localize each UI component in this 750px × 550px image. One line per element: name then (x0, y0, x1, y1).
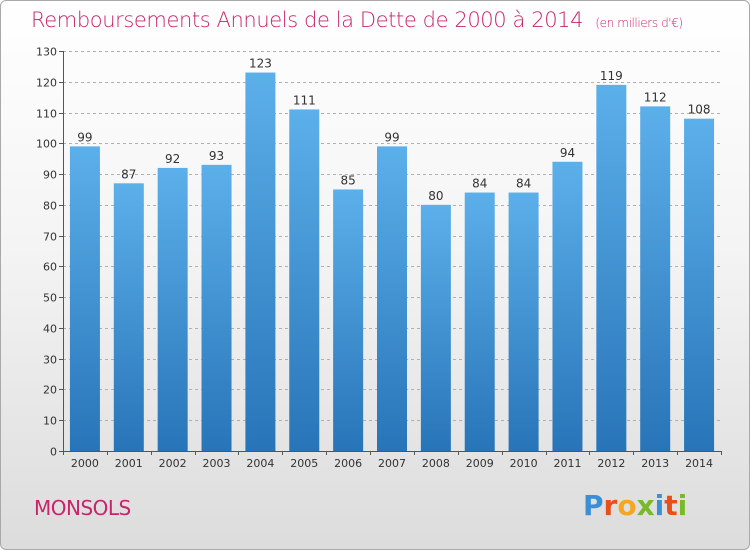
y-tick-label: 20 (43, 384, 57, 397)
bar-2009 (464, 192, 495, 452)
y-tick-label: 130 (36, 46, 57, 59)
axes: 0 10 20 30 40 50 60 70 80 90 100 110 120 130 2000 2001 2… (36, 46, 722, 470)
y-tick-label: 70 (43, 231, 57, 244)
x-tick-label: 2013 (641, 457, 669, 470)
commune-name: MONSOLS (34, 496, 131, 520)
x-tick-label: 2012 (597, 457, 625, 470)
bar-2007 (377, 146, 407, 451)
logo-letter: i (677, 489, 688, 522)
x-tick-label: 2000 (71, 457, 99, 470)
bar-2011 (552, 161, 583, 451)
chart-unit-label: (en milliers d'€) (595, 16, 683, 30)
y-tick-label: 80 (43, 200, 57, 213)
x-tick-label: 2004 (246, 457, 274, 470)
logo-letter: P (583, 489, 604, 522)
data-label: 94 (560, 146, 575, 160)
data-label: 123 (249, 57, 272, 71)
bar-2012 (596, 84, 627, 451)
x-tick-label: 2005 (290, 457, 318, 470)
data-label: 119 (600, 69, 623, 83)
chart-title: Remboursements Annuels de la Dette de 20… (31, 8, 683, 32)
y-tick-label: 30 (43, 354, 57, 367)
x-tick-label: 2001 (115, 457, 143, 470)
data-label: 99 (384, 130, 399, 144)
data-label: 99 (77, 130, 92, 144)
data-label: 111 (293, 93, 316, 107)
bars (69, 72, 715, 452)
y-tick-label: 110 (36, 108, 57, 121)
data-label: 112 (644, 90, 667, 104)
x-tick-label: 2011 (553, 457, 581, 470)
bar-2002 (157, 167, 188, 451)
chart-title-text: Remboursements Annuels de la Dette de 20… (31, 8, 584, 32)
logo-letter: o (617, 489, 637, 522)
bar-2003 (201, 164, 232, 451)
data-label: 80 (428, 189, 443, 203)
bar-2005 (289, 109, 320, 451)
data-label: 84 (472, 177, 487, 191)
x-tick-label: 2002 (159, 457, 187, 470)
x-tick-label: 2014 (685, 457, 713, 470)
logo-letter: r (603, 489, 618, 522)
bar-2000 (69, 146, 100, 451)
x-tick-label: 2009 (466, 457, 494, 470)
x-tick-label: 2006 (334, 457, 362, 470)
y-tick-label: 120 (36, 77, 57, 90)
y-tick-label: 10 (43, 415, 57, 428)
y-tick-label: 40 (43, 323, 57, 336)
logo-letter: x (636, 489, 655, 522)
bar-2008 (420, 204, 451, 451)
bar-2004 (245, 72, 276, 452)
x-tick-label: 2008 (422, 457, 450, 470)
data-label: 87 (121, 167, 136, 181)
y-tick-label: 100 (36, 138, 57, 151)
logo-letter: t (664, 489, 678, 522)
data-label: 85 (340, 173, 355, 187)
y-tick-label: 60 (43, 261, 57, 274)
data-label: 93 (209, 149, 224, 163)
logo-letter: i (654, 489, 665, 522)
data-label: 92 (165, 152, 180, 166)
y-tick-label: 0 (50, 446, 57, 459)
data-label: 84 (516, 177, 531, 191)
x-tick-label: 2010 (510, 457, 538, 470)
x-tick-label: 2007 (378, 457, 406, 470)
data-label: 108 (688, 103, 711, 117)
y-tick-label: 50 (43, 292, 57, 305)
proxiti-logo[interactable]: Proxiti (583, 489, 687, 522)
y-tick-label: 90 (43, 169, 57, 182)
bar-2001 (113, 183, 144, 452)
x-tick-label: 2003 (203, 457, 231, 470)
bar-2014 (684, 118, 715, 451)
bar-2006 (333, 189, 364, 451)
bar-2013 (640, 106, 671, 451)
data-labels: 99 87 92 93 123 111 85 99 80 84 84 94 119 112 108 (77, 57, 710, 203)
bar-2010 (508, 192, 539, 452)
